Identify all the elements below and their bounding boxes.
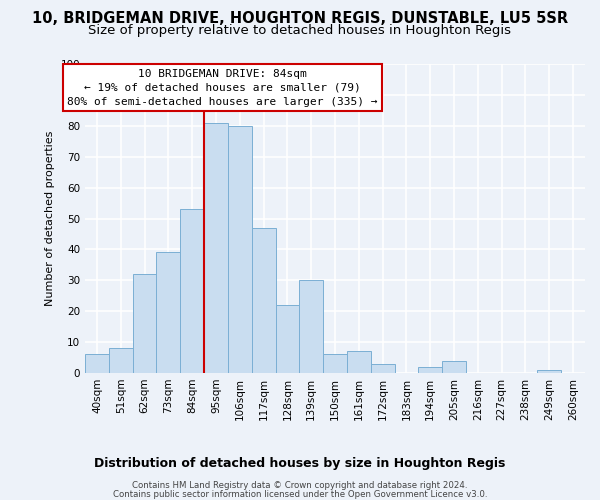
Bar bbox=[538, 370, 561, 373]
Bar bbox=[418, 367, 442, 373]
Bar bbox=[323, 354, 347, 373]
Bar bbox=[204, 122, 228, 373]
Bar bbox=[299, 280, 323, 373]
Text: 10, BRIDGEMAN DRIVE, HOUGHTON REGIS, DUNSTABLE, LU5 5SR: 10, BRIDGEMAN DRIVE, HOUGHTON REGIS, DUN… bbox=[32, 11, 568, 26]
Bar bbox=[133, 274, 157, 373]
Bar bbox=[347, 352, 371, 373]
Bar bbox=[85, 354, 109, 373]
Bar bbox=[275, 305, 299, 373]
Bar bbox=[442, 360, 466, 373]
Bar bbox=[109, 348, 133, 373]
Text: 10 BRIDGEMAN DRIVE: 84sqm
← 19% of detached houses are smaller (79)
80% of semi-: 10 BRIDGEMAN DRIVE: 84sqm ← 19% of detac… bbox=[67, 68, 378, 106]
Y-axis label: Number of detached properties: Number of detached properties bbox=[45, 131, 55, 306]
Bar bbox=[157, 252, 180, 373]
Bar bbox=[180, 209, 204, 373]
Text: Distribution of detached houses by size in Houghton Regis: Distribution of detached houses by size … bbox=[94, 458, 506, 470]
Bar bbox=[371, 364, 395, 373]
Bar bbox=[251, 228, 275, 373]
Text: Contains public sector information licensed under the Open Government Licence v3: Contains public sector information licen… bbox=[113, 490, 487, 499]
Bar bbox=[228, 126, 251, 373]
Text: Size of property relative to detached houses in Houghton Regis: Size of property relative to detached ho… bbox=[89, 24, 511, 37]
Text: Contains HM Land Registry data © Crown copyright and database right 2024.: Contains HM Land Registry data © Crown c… bbox=[132, 481, 468, 490]
